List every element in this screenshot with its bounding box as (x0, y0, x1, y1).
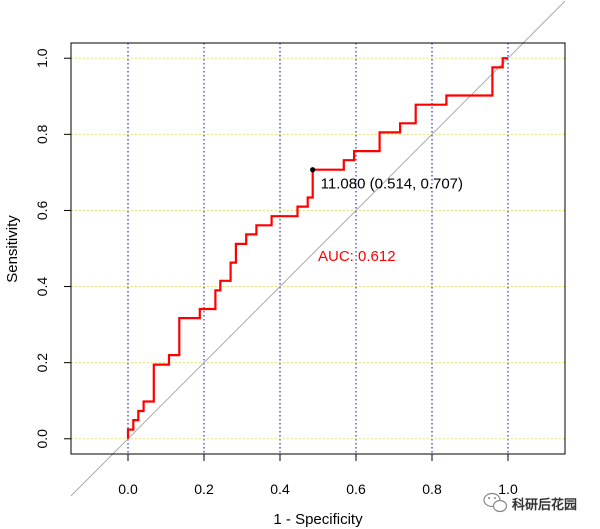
x-tick-label-3: 0.6 (346, 481, 366, 497)
y-axis: 0.0 0.2 0.4 0.6 0.8 1.0 (34, 48, 72, 449)
x-axis: 0.0 0.2 0.4 0.6 0.8 1.0 (118, 453, 518, 497)
x-tick-label-0: 0.0 (118, 481, 138, 497)
y-tick-label-3: 0.6 (34, 200, 50, 220)
x-tick-label-4: 0.8 (422, 481, 442, 497)
watermark: 科研后花园 (483, 492, 577, 513)
auc-label: AUC: 0.612 (318, 248, 396, 265)
x-tick-label-1: 0.2 (194, 481, 214, 497)
reference-layer (70, 0, 566, 497)
x-tick-label-2: 0.4 (270, 481, 290, 497)
y-tick-label-1: 0.2 (34, 353, 50, 373)
roc-curve-line (126, 57, 508, 439)
y-tick-label-5: 1.0 (34, 48, 50, 68)
reference-diagonal (70, 0, 566, 497)
y-tick-label-2: 0.4 (34, 277, 50, 297)
x-tick-label-5: 1.0 (498, 481, 518, 497)
annotation-layer: 11.080 (0.514, 0.707) AUC: 0.612 (310, 167, 463, 265)
y-tick-label-0: 0.0 (34, 429, 50, 449)
grid-layer (71, 43, 565, 454)
y-tick-label-4: 0.8 (34, 124, 50, 144)
x-axis-title: 1 - Specificity (273, 511, 363, 528)
best-threshold-point (310, 167, 316, 173)
y-axis-title: Sensitivity (4, 215, 21, 283)
best-threshold-label: 11.080 (0.514, 0.707) (321, 176, 463, 193)
watermark-text: 科研后花园 (512, 497, 577, 513)
wechat-icon (483, 492, 508, 513)
series-layer (126, 57, 508, 439)
